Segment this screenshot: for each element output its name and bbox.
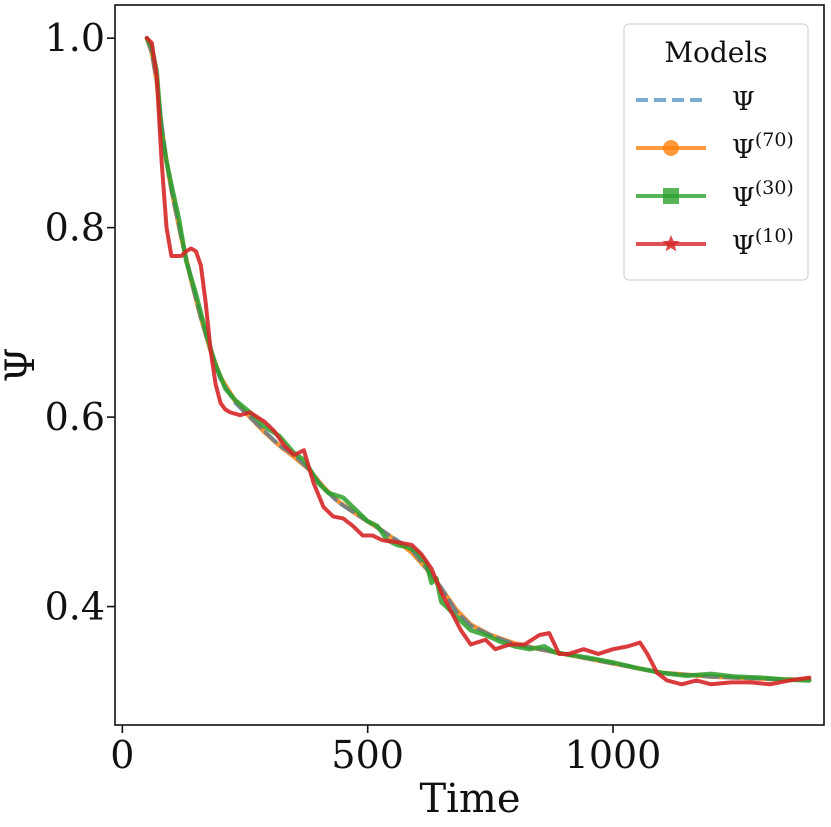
x-tick-label: 0 bbox=[110, 733, 134, 777]
series-line-3 bbox=[144, 35, 812, 683]
legend-label-sup: (10) bbox=[755, 225, 794, 247]
y-tick-label: 0.4 bbox=[45, 585, 105, 629]
legend-label-1: Ψ bbox=[732, 87, 755, 117]
series-line-4 bbox=[144, 36, 812, 687]
plot-frame bbox=[114, 4, 825, 726]
y-tick-label: 0.6 bbox=[45, 395, 105, 439]
legend: Models ΨΨ(70)Ψ(30)Ψ(10) bbox=[623, 23, 809, 281]
x-axis-label: Time bbox=[419, 776, 520, 822]
series-layer bbox=[144, 35, 812, 687]
legend-marker-square bbox=[663, 188, 679, 204]
y-tick-label: 1.0 bbox=[45, 16, 105, 60]
x-tick-label: 1000 bbox=[565, 733, 662, 777]
x-tick-label: 500 bbox=[331, 733, 404, 777]
y-axis-label: Ψ bbox=[0, 347, 44, 382]
legend-marker-star bbox=[662, 235, 680, 252]
ticks-layer: 0 500 1000 0.4 0.6 0.8 1.0 bbox=[45, 16, 662, 777]
legend-label-sup: (70) bbox=[755, 129, 794, 151]
legend-title: Models bbox=[664, 36, 767, 69]
legend-marker-circle bbox=[663, 140, 679, 156]
legend-box bbox=[623, 23, 809, 281]
legend-label-sup: (30) bbox=[755, 177, 794, 199]
y-tick-label: 0.8 bbox=[45, 206, 105, 250]
